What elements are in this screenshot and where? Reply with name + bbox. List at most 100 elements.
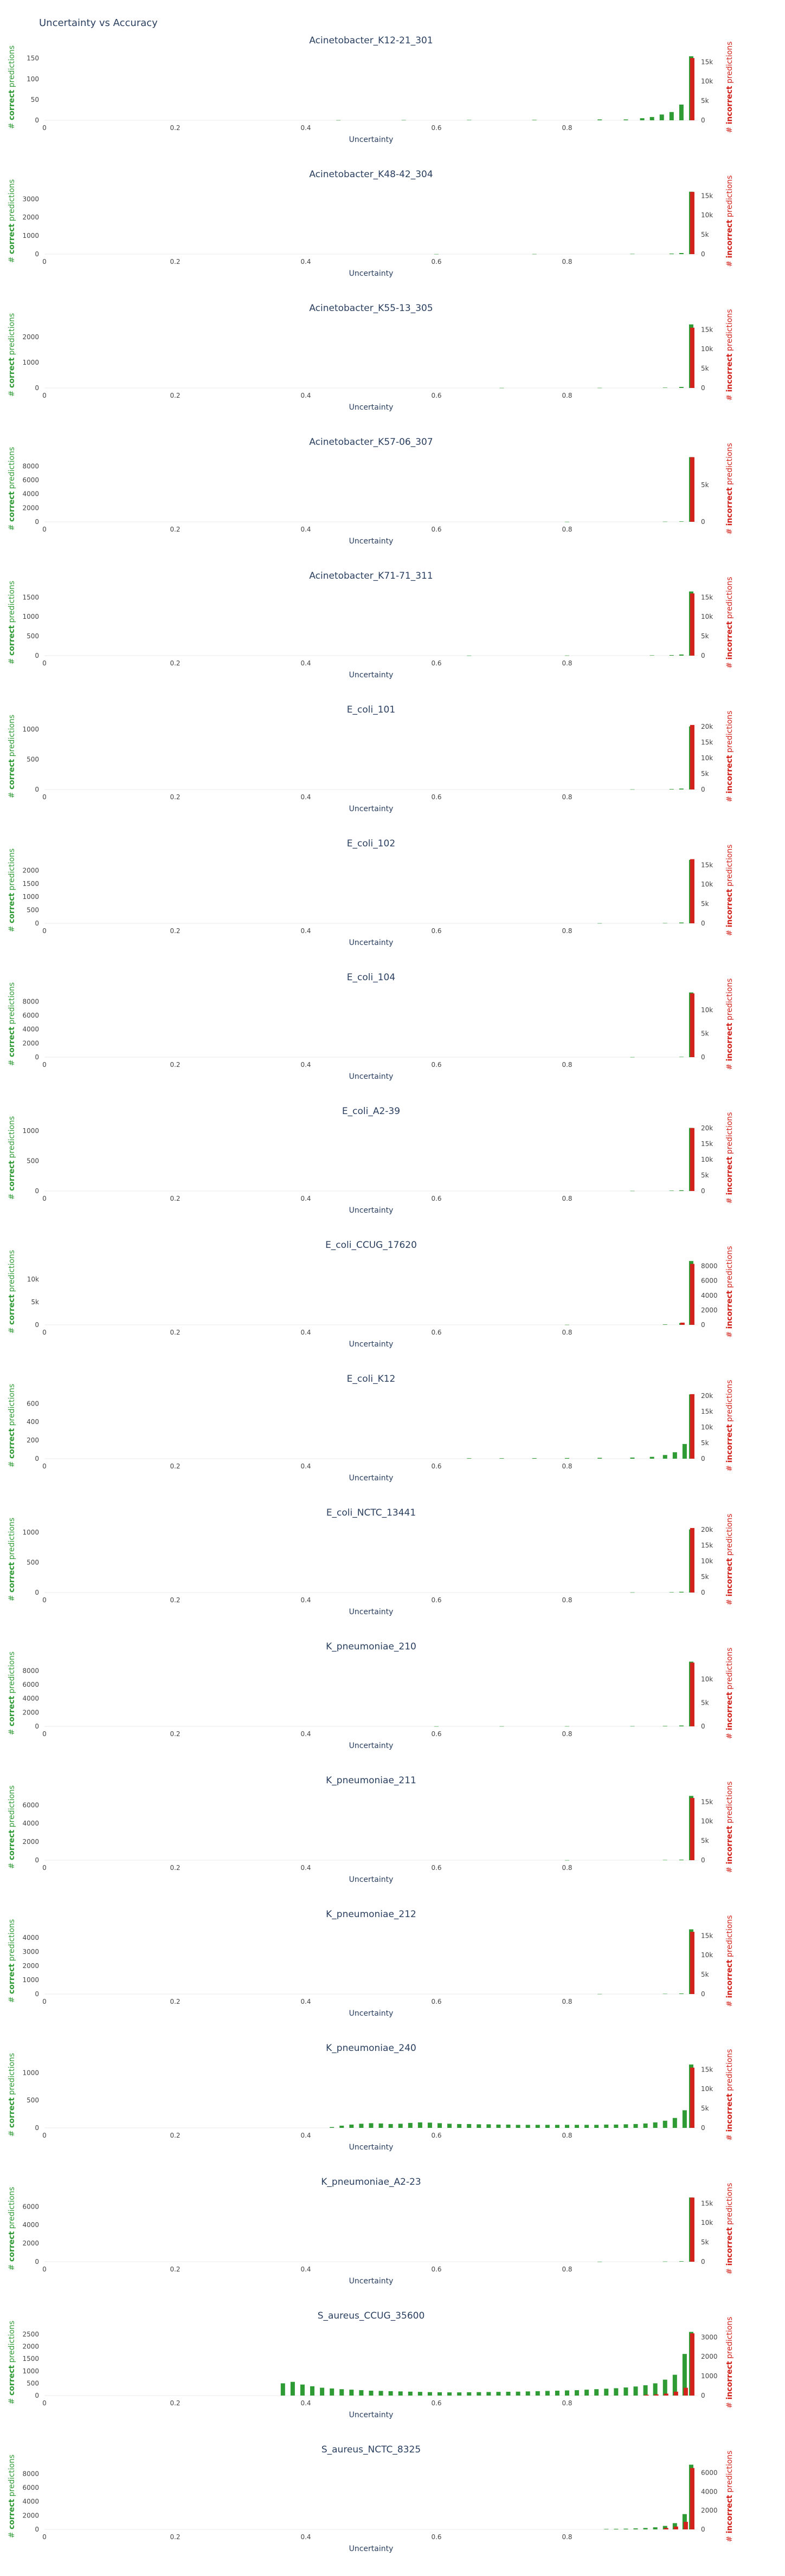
right-y-tick-label: 0 xyxy=(701,2258,705,2266)
left-y-label-bold: correct xyxy=(8,357,16,388)
x-axis-label: Uncertainty xyxy=(349,1340,394,1349)
left-y-label-bold: correct xyxy=(8,2231,16,2262)
left-y-tick-label: 4000 xyxy=(22,2498,39,2506)
correct-bar xyxy=(679,2261,684,2262)
correct-bar xyxy=(320,2387,325,2396)
right-y-label-rest: predictions xyxy=(725,1380,734,1424)
correct-bar xyxy=(653,2122,658,2128)
left-y-tick-label: 6000 xyxy=(22,1681,39,1688)
x-tick-label: 0.4 xyxy=(300,1195,311,1202)
right-y-tick-label: 20k xyxy=(701,1526,713,1533)
chart-title: Acinetobacter_K48-42_304 xyxy=(309,169,433,180)
right-y-tick-label: 10k xyxy=(701,1423,713,1431)
correct-bar xyxy=(597,1994,602,1995)
left-y-tick-label: 1000 xyxy=(22,1529,39,1536)
right-y-label-rest: predictions xyxy=(725,41,734,86)
correct-bar xyxy=(300,2384,305,2396)
correct-bar xyxy=(401,120,406,121)
x-tick-label: 0.8 xyxy=(562,1061,572,1069)
left-y-label-rest: predictions xyxy=(8,1919,16,1964)
incorrect-bar xyxy=(683,2522,688,2529)
chart-title: E_coli_A2-39 xyxy=(342,1106,400,1117)
correct-bar xyxy=(525,2391,530,2396)
chart-panel: Acinetobacter_K55-13_305 0 0.2 0.4 0.6 0.8 Unc… xyxy=(8,303,734,412)
correct-bar xyxy=(623,2124,628,2128)
correct-bar xyxy=(604,2124,609,2128)
chart-title: K_pneumoniae_A2-23 xyxy=(321,2177,421,2187)
left-y-tick-label: 1000 xyxy=(22,893,39,901)
x-tick-label: 0.8 xyxy=(562,526,572,533)
correct-bar xyxy=(378,2123,383,2128)
x-tick-label: 0.2 xyxy=(170,793,180,801)
chart-panel: Acinetobacter_K57-06_307 0 0.2 0.4 0.6 0.8 Unc… xyxy=(8,437,734,546)
right-y-tick-label: 20k xyxy=(701,1124,713,1132)
right-y-label-rest: predictions xyxy=(725,1246,734,1290)
x-tick-label: 0 xyxy=(42,124,47,132)
incorrect-bar xyxy=(644,2394,649,2396)
left-y-axis-label: # correct predictions xyxy=(8,982,16,1066)
x-tick-label: 0.4 xyxy=(300,927,311,935)
correct-bar xyxy=(594,2389,599,2396)
x-tick-label: 0.8 xyxy=(562,2399,572,2407)
correct-bar xyxy=(679,1190,684,1191)
chart-title: E_coli_102 xyxy=(347,838,395,849)
right-y-tick-label: 10k xyxy=(701,613,713,620)
left-y-axis-label: # correct predictions xyxy=(8,1652,16,1735)
left-y-axis-label: # correct predictions xyxy=(8,1785,16,1869)
left-y-axis-label: # correct predictions xyxy=(8,1518,16,1601)
incorrect-bar xyxy=(690,2197,694,2262)
left-y-tick-label: 500 xyxy=(27,2379,39,2387)
left-y-tick-label: 4000 xyxy=(22,490,39,498)
right-y-tick-label: 5k xyxy=(701,1172,709,1179)
x-tick-label: 0.2 xyxy=(170,2533,180,2541)
correct-bar xyxy=(545,2391,550,2396)
right-y-tick-label: 10k xyxy=(701,1156,713,1163)
x-axis-label: Uncertainty xyxy=(349,2277,394,2286)
incorrect-bar xyxy=(690,1932,694,1994)
page-title: Uncertainty vs Accuracy xyxy=(39,17,158,29)
right-y-label-bold: incorrect xyxy=(725,1156,734,1195)
right-y-axis-label: # incorrect predictions xyxy=(725,844,734,936)
x-tick-label: 0.8 xyxy=(562,659,572,667)
correct-bar xyxy=(496,2124,501,2128)
chart-panel: S_aureus_CCUG_35600 0 0.2 0.4 0.6 0.8 Uncertai… xyxy=(8,2310,734,2419)
correct-bar xyxy=(682,2514,687,2529)
chart-title: S_aureus_NCTC_8325 xyxy=(321,2444,421,2455)
x-tick-label: 0.2 xyxy=(170,124,180,132)
correct-bar xyxy=(369,2123,374,2128)
x-tick-label: 0.6 xyxy=(431,526,441,533)
correct-bar xyxy=(653,2527,658,2529)
x-tick-label: 0.2 xyxy=(170,392,180,399)
correct-bar xyxy=(427,2122,432,2128)
chart-panel: E_coli_CCUG_17620 0 0.2 0.4 0.6 0.8 Uncertaint… xyxy=(8,1240,734,1349)
correct-bar xyxy=(535,2125,540,2128)
left-y-tick-label: 4000 xyxy=(22,1026,39,1033)
correct-bar xyxy=(630,1057,635,1058)
correct-bar xyxy=(336,120,341,121)
correct-bar xyxy=(633,2386,638,2396)
incorrect-bar xyxy=(690,192,694,254)
x-axis-label: Uncertainty xyxy=(349,1206,394,1215)
right-y-axis-label: # incorrect predictions xyxy=(725,1380,734,1471)
left-y-label-prefix: # xyxy=(8,656,16,664)
right-y-axis-label: # incorrect predictions xyxy=(725,2316,734,2408)
right-y-label-prefix: # xyxy=(725,1329,734,1337)
correct-bar xyxy=(575,2125,580,2128)
correct-bar xyxy=(679,105,684,120)
x-tick-label: 0.4 xyxy=(300,1061,311,1069)
x-tick-label: 0 xyxy=(42,1462,47,1470)
right-y-label-bold: incorrect xyxy=(725,621,734,659)
chart-title: Acinetobacter_K71-71_311 xyxy=(309,571,433,581)
right-y-label-bold: incorrect xyxy=(725,487,734,526)
correct-bar xyxy=(477,2392,481,2396)
chart-title: K_pneumoniae_210 xyxy=(326,1641,416,1652)
x-tick-label: 0.2 xyxy=(170,1596,180,1604)
chart-title: Acinetobacter_K12-21_301 xyxy=(309,35,433,46)
left-y-label-prefix: # xyxy=(8,2396,16,2404)
right-y-label-prefix: # xyxy=(725,1195,734,1203)
incorrect-bar xyxy=(690,593,694,656)
x-tick-label: 0.8 xyxy=(562,1462,572,1470)
left-y-label-bold: correct xyxy=(8,223,16,254)
right-y-tick-label: 10k xyxy=(701,2085,713,2093)
left-y-axis-label: # correct predictions xyxy=(8,1919,16,2003)
